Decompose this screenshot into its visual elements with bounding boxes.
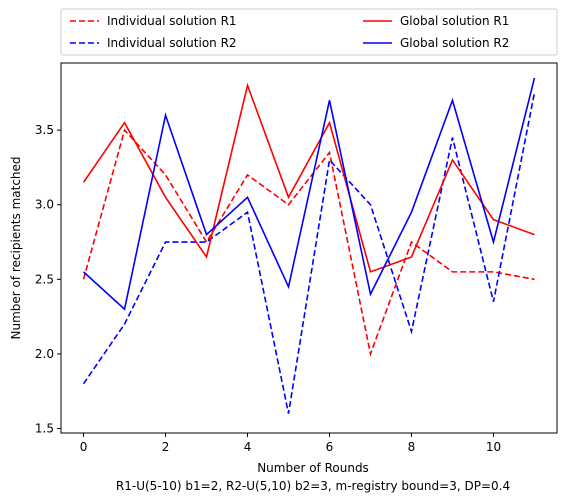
y-axis-label: Number of recipients matched	[9, 156, 23, 339]
y-axis-ticks: 1.5 2.0 2.5 3.0 3.5	[35, 123, 61, 436]
legend-label-2: Individual solution R2	[107, 36, 237, 50]
x-tick-label: 10	[486, 440, 501, 454]
x-tick-label: 2	[162, 440, 170, 454]
series-line-1	[82, 128, 535, 357]
x-tick-label: 0	[80, 440, 88, 454]
legend-label-4: Global solution R2	[400, 36, 509, 50]
legend-frame	[60, 8, 558, 56]
y-tick-label: 1.5	[35, 422, 54, 436]
series-line-3	[82, 82, 535, 273]
x-axis-caption: R1-U(5-10) b1=2, R2-U(5,10) b2=3, m-regi…	[116, 479, 510, 493]
y-tick-label: 2.0	[35, 347, 54, 361]
y-tick-label: 3.0	[35, 198, 54, 212]
x-tick-label: 4	[244, 440, 252, 454]
legend-label-3: Global solution R1	[400, 14, 509, 28]
legend-entries: Individual solution R1 Individual solutio…	[70, 14, 509, 50]
x-tick-label: 8	[408, 440, 416, 454]
x-tick-label: 6	[326, 440, 334, 454]
plot-area-frame	[60, 62, 558, 434]
series-layer	[82, 77, 536, 414]
series-line-2	[82, 92, 536, 414]
x-axis-ticks: 0 2 4 6 8 10	[80, 433, 501, 454]
legend-box	[60, 8, 558, 56]
x-axis-label: Number of Rounds	[257, 461, 369, 475]
y-tick-label: 2.5	[35, 272, 54, 286]
y-tick-label: 3.5	[35, 123, 54, 137]
series-line-4	[83, 77, 536, 311]
legend-label-1: Individual solution R1	[107, 14, 237, 28]
